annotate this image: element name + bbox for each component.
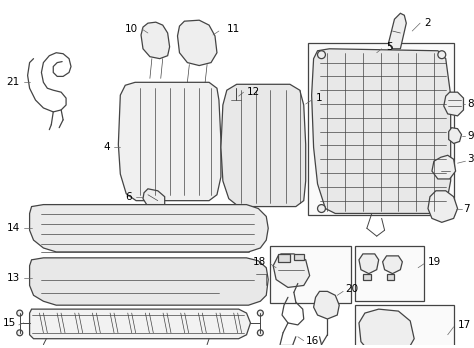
- Text: 10: 10: [125, 24, 138, 34]
- Polygon shape: [432, 155, 456, 179]
- Bar: [308, 43, 454, 215]
- Text: 20: 20: [345, 284, 358, 294]
- Polygon shape: [29, 258, 268, 305]
- Polygon shape: [311, 49, 451, 213]
- Text: 5: 5: [387, 42, 393, 52]
- Bar: [294, 254, 304, 260]
- Bar: [355, 246, 424, 301]
- Text: 2: 2: [424, 18, 431, 28]
- Bar: [270, 246, 351, 303]
- Text: 15: 15: [2, 318, 16, 328]
- Ellipse shape: [17, 330, 23, 336]
- Polygon shape: [444, 92, 464, 116]
- Polygon shape: [359, 309, 414, 348]
- Polygon shape: [29, 205, 268, 252]
- Text: 18: 18: [253, 257, 266, 267]
- Polygon shape: [177, 20, 217, 65]
- Polygon shape: [389, 13, 406, 49]
- Text: 14: 14: [7, 223, 20, 233]
- Text: 11: 11: [227, 24, 240, 34]
- Ellipse shape: [438, 205, 446, 213]
- Ellipse shape: [232, 98, 240, 109]
- Text: 7: 7: [464, 204, 470, 214]
- Text: 6: 6: [126, 192, 132, 202]
- Polygon shape: [29, 309, 250, 339]
- Polygon shape: [449, 128, 462, 143]
- Ellipse shape: [438, 51, 446, 59]
- Ellipse shape: [17, 310, 23, 316]
- Ellipse shape: [257, 330, 263, 336]
- Ellipse shape: [257, 310, 263, 316]
- Text: 9: 9: [467, 130, 474, 141]
- Text: 1: 1: [316, 93, 322, 103]
- Bar: [363, 274, 371, 279]
- Text: 8: 8: [467, 99, 474, 109]
- Text: 12: 12: [246, 87, 260, 97]
- Text: 19: 19: [428, 257, 441, 267]
- Ellipse shape: [318, 205, 326, 213]
- Bar: [387, 274, 394, 279]
- Polygon shape: [118, 82, 221, 201]
- Text: 13: 13: [7, 272, 20, 283]
- Polygon shape: [143, 189, 164, 208]
- Polygon shape: [221, 84, 306, 207]
- Text: 21: 21: [7, 77, 20, 87]
- Polygon shape: [314, 291, 339, 319]
- Text: 16: 16: [306, 336, 319, 346]
- Bar: [278, 254, 290, 262]
- Text: 4: 4: [104, 142, 110, 152]
- Polygon shape: [141, 22, 170, 59]
- Polygon shape: [273, 254, 310, 287]
- Polygon shape: [383, 256, 402, 274]
- Text: 17: 17: [457, 320, 471, 330]
- Bar: [355, 305, 454, 348]
- Polygon shape: [359, 254, 379, 274]
- Polygon shape: [428, 191, 457, 222]
- Ellipse shape: [318, 51, 326, 59]
- Text: 3: 3: [467, 154, 474, 164]
